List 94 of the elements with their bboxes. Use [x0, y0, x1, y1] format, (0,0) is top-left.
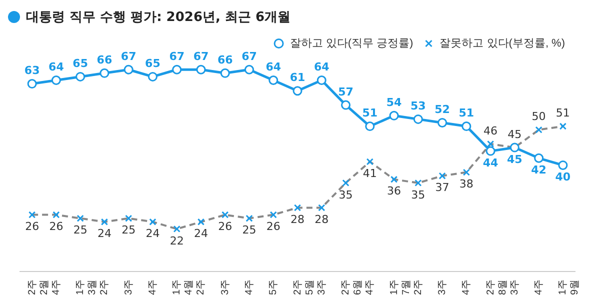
- x-tick-label: 4주: [244, 279, 255, 295]
- x-tick-label: 2주 8월: [485, 279, 508, 295]
- data-label: 35: [411, 188, 426, 202]
- x-tick-label: 3주: [123, 279, 134, 295]
- point: [316, 75, 326, 85]
- data-label: 24: [146, 227, 160, 240]
- data-label: 28: [314, 213, 329, 226]
- point: [220, 68, 230, 78]
- data-label: 57: [338, 85, 354, 98]
- point: [244, 64, 254, 74]
- x-tick-label: 3주: [437, 279, 448, 295]
- data-label: 67: [193, 50, 209, 63]
- point: [100, 68, 110, 78]
- data-label: 28: [290, 213, 304, 226]
- point: [341, 100, 351, 110]
- data-label: 50: [532, 110, 546, 124]
- data-label: 41: [362, 167, 377, 180]
- data-label: 64: [48, 60, 64, 74]
- data-label: 35: [338, 188, 353, 202]
- data-label: 24: [194, 227, 208, 240]
- point: [413, 114, 423, 124]
- legend-label: 잘못하고 있다(부정률, %): [440, 38, 566, 50]
- point: [534, 153, 544, 163]
- data-label: 26: [266, 220, 280, 234]
- data-label: 25: [122, 224, 136, 237]
- data-label: 38: [459, 178, 474, 191]
- x-tick-label: 4주: [147, 279, 158, 295]
- point: [27, 79, 37, 89]
- point: [124, 64, 134, 74]
- data-label: 37: [435, 181, 450, 194]
- x-tick-label: 4주: [461, 279, 472, 295]
- data-label: 42: [531, 163, 546, 176]
- data-label: 51: [556, 106, 570, 120]
- x-tick-label: 1주 9월: [558, 279, 581, 295]
- data-label: 65: [72, 57, 88, 70]
- data-label: 36: [387, 184, 402, 198]
- data-label: 54: [386, 96, 402, 110]
- x-tick-label: 1주 4월: [172, 279, 195, 295]
- x-tick-label: 1주 7월: [388, 279, 412, 295]
- legend-label: 잘하고 있다(직무 긍정률): [290, 38, 414, 50]
- point: [558, 160, 568, 170]
- point: [292, 86, 302, 96]
- data-label: 52: [434, 103, 450, 116]
- data-label: 26: [218, 220, 232, 234]
- data-label: 66: [96, 54, 112, 67]
- x-tick-label: 2주: [196, 279, 207, 295]
- x-tick-label: 2주: [99, 279, 110, 295]
- data-label: 40: [555, 170, 571, 184]
- point: [51, 75, 61, 85]
- data-label: 67: [120, 50, 136, 63]
- x-tick-label: 1주 3월: [75, 279, 98, 295]
- data-label: 44: [482, 156, 499, 170]
- point: [462, 122, 472, 132]
- data-label: 45: [507, 152, 522, 166]
- data-label: 65: [145, 57, 160, 70]
- data-label: 24: [97, 227, 112, 240]
- x-tick-label: 2주 5월: [292, 279, 316, 295]
- x-tick-label: 4주: [364, 279, 376, 295]
- data-label: 26: [25, 220, 40, 234]
- x-tick-label: 2주: [412, 279, 424, 295]
- point: [196, 64, 206, 74]
- x-tick-label: 5주: [268, 279, 280, 295]
- data-label: 25: [73, 224, 88, 237]
- data-label: 64: [314, 60, 330, 74]
- point: [148, 72, 158, 82]
- data-label: 66: [217, 54, 234, 67]
- point: [268, 75, 278, 85]
- data-label: 53: [410, 100, 426, 113]
- point: [365, 122, 375, 132]
- data-label: 45: [508, 128, 522, 141]
- point: [389, 110, 399, 120]
- data-label: 63: [24, 64, 40, 78]
- point: [172, 64, 182, 74]
- data-label: 61: [290, 71, 306, 84]
- data-label: 46: [484, 124, 498, 138]
- x-tick-label: 3주: [220, 279, 231, 295]
- x-tick-label: 3주: [509, 279, 520, 295]
- x-tick-label: 3주: [316, 279, 328, 295]
- data-label: 25: [242, 224, 256, 237]
- chart-title: 대통령 직무 수행 평가: 2026년, 최근 6개월: [26, 9, 291, 26]
- data-label: 26: [49, 220, 64, 234]
- x-tick-label: 4주: [50, 279, 62, 295]
- data-label: 51: [362, 106, 378, 120]
- data-label: 22: [170, 234, 184, 248]
- x-tick-label: 2주 6월: [340, 279, 364, 295]
- data-label: 67: [242, 50, 257, 63]
- point: [438, 118, 448, 128]
- point: [486, 146, 496, 156]
- data-label: 64: [266, 60, 282, 74]
- x-tick-label: 2주 2월: [26, 279, 50, 295]
- data-label: 67: [169, 50, 185, 63]
- point: [76, 72, 86, 82]
- data-label: 51: [458, 106, 474, 120]
- x-tick-label: 4주: [534, 279, 545, 295]
